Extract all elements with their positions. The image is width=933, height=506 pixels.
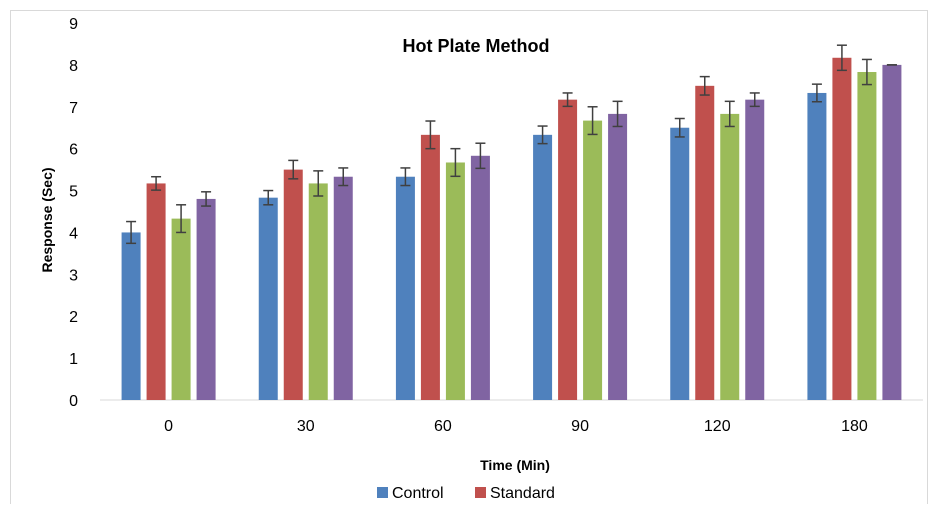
legend-swatch [475, 487, 486, 498]
bar [882, 64, 902, 400]
error-bar [126, 220, 137, 245]
bar [608, 113, 628, 400]
bar [283, 169, 303, 400]
bar [258, 197, 278, 400]
error-bar [537, 125, 548, 145]
error-bar [836, 44, 847, 72]
chart-frame [10, 10, 928, 504]
error-bar [313, 170, 324, 197]
error-bar [612, 100, 623, 128]
bar [308, 183, 328, 400]
y-tick-label: 3 [69, 267, 78, 284]
chart-title: Hot Plate Method [403, 36, 550, 56]
error-bar [288, 159, 299, 180]
error-bar [749, 92, 760, 108]
y-tick-label: 5 [69, 184, 78, 201]
error-bar [151, 175, 162, 191]
x-tick-label: 60 [434, 418, 452, 435]
error-bar [425, 120, 436, 150]
y-tick-label: 8 [69, 58, 78, 75]
y-axis-ticks: 0 1 2 3 4 5 6 7 8 9 [69, 16, 78, 410]
x-tick-label: 0 [164, 418, 173, 435]
y-tick-label: 9 [69, 16, 78, 33]
bar [857, 72, 877, 400]
x-tick-label: 30 [297, 418, 315, 435]
error-bar [201, 191, 212, 207]
error-bar [562, 92, 573, 108]
bar [470, 155, 490, 400]
bar [146, 183, 166, 400]
x-tick-label: 180 [841, 418, 868, 435]
bar [196, 198, 216, 400]
bar [832, 57, 852, 401]
bar [695, 85, 715, 400]
legend-swatch [377, 487, 388, 498]
bar [807, 92, 827, 401]
y-axis-label: Response (Sec) [39, 167, 55, 272]
error-bar [587, 106, 598, 136]
bar [333, 176, 353, 400]
y-tick-label: 7 [69, 100, 78, 117]
bars-group [121, 44, 902, 401]
bar [445, 162, 465, 400]
bar [558, 99, 578, 400]
bar [395, 176, 415, 400]
legend-label: Control [392, 485, 444, 502]
error-bar [475, 142, 486, 170]
error-bar [811, 83, 822, 103]
x-axis-label: Time (Min) [480, 457, 550, 473]
legend-label: Standard [490, 485, 555, 502]
x-tick-label: 90 [571, 418, 589, 435]
bar [583, 120, 603, 401]
y-tick-label: 0 [69, 393, 78, 410]
bar [720, 113, 740, 400]
error-bar [699, 75, 710, 96]
y-tick-label: 4 [69, 225, 78, 242]
error-bar [450, 147, 461, 178]
error-bar [176, 204, 187, 234]
y-tick-label: 6 [69, 142, 78, 159]
error-bar [400, 167, 411, 187]
bar [533, 134, 553, 401]
error-bar [861, 58, 872, 86]
bar [420, 134, 440, 401]
error-bar [338, 167, 349, 187]
x-axis-ticks: 0 30 60 90 120 180 [164, 418, 868, 435]
error-bar [263, 189, 274, 206]
bar [670, 127, 690, 400]
error-bar [724, 100, 735, 128]
error-bar [674, 117, 685, 138]
legend: Control Standard [377, 485, 555, 502]
bar [121, 232, 141, 400]
bar [745, 99, 765, 400]
y-tick-label: 1 [69, 351, 78, 368]
bar [171, 218, 191, 400]
y-tick-label: 2 [69, 309, 78, 326]
x-tick-label: 120 [704, 418, 731, 435]
